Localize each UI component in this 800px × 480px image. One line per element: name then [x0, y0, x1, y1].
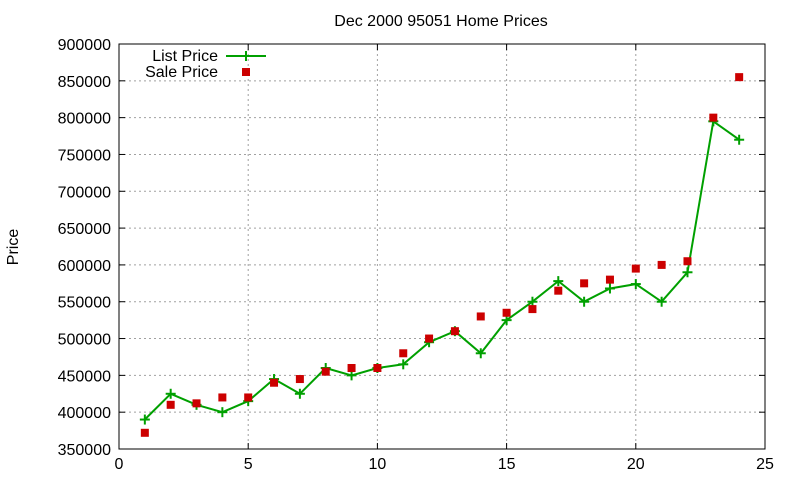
sale-price-point: [140, 428, 149, 437]
list-price-line: [144, 119, 740, 421]
x-tick-label: 15: [498, 456, 516, 473]
sale-price-point: [399, 349, 408, 358]
sale-price-point: [373, 364, 382, 372]
list-price-point: [579, 296, 590, 307]
list-price-point: [734, 134, 745, 145]
y-tick-label: 600000: [58, 258, 111, 275]
list-price-point: [604, 283, 615, 294]
y-axis-label: Price: [5, 229, 22, 266]
y-tick-label: 850000: [58, 74, 111, 91]
grid: [119, 44, 765, 449]
sale-price-point: [631, 264, 640, 273]
sale-price-point: [244, 393, 253, 402]
y-tick-label: 450000: [58, 368, 111, 385]
legend-marker-sale-price: [242, 68, 250, 76]
list-price-point: [656, 296, 667, 307]
axes: 0 5 10 15 20 25 350000 400000 450000 500000 550000…: [58, 37, 774, 473]
legend-marker-list-price: [241, 51, 251, 61]
list-price-point: [630, 279, 641, 290]
y-tick-label: 350000: [58, 442, 111, 459]
list-price-point: [475, 348, 486, 359]
sale-price-point: [657, 260, 666, 269]
sale-price-point: [295, 375, 304, 384]
series: [139, 73, 745, 437]
x-tick-label: 0: [115, 456, 124, 473]
y-tick-label: 800000: [58, 111, 111, 128]
list-price-point: [217, 407, 228, 418]
sale-price-point: [192, 399, 201, 408]
sale-price-point: [450, 327, 459, 336]
y-tick-label: 900000: [58, 37, 111, 54]
sale-price-point: [735, 73, 744, 82]
x-tick-label: 10: [369, 456, 387, 473]
sale-price-point: [218, 393, 227, 402]
list-price-point: [553, 276, 564, 287]
x-tick-label: 20: [627, 456, 645, 473]
sale-price-point: [554, 286, 563, 295]
list-price-point: [501, 315, 512, 326]
list-price-point: [294, 388, 305, 399]
y-tick-label: 400000: [58, 405, 111, 422]
sale-price-point: [425, 334, 434, 343]
sale-price-point: [321, 367, 330, 376]
y-tick-label: 700000: [58, 184, 111, 201]
plot-frame: [118, 43, 766, 450]
list-price-point: [527, 296, 538, 307]
y-tick-label: 550000: [58, 295, 111, 312]
y-tick-label: 750000: [58, 147, 111, 164]
list-price-point: [682, 267, 693, 278]
sale-price-series: [140, 73, 744, 437]
list-price-point: [139, 414, 150, 425]
sale-price-point: [270, 378, 279, 387]
sale-price-point: [528, 305, 537, 314]
list-price-point: [346, 370, 357, 381]
legend-label-list-price: List Price: [152, 48, 218, 65]
legend-label-sale-price: Sale Price: [145, 64, 218, 81]
sale-price-point: [580, 279, 589, 288]
x-tick-label: 5: [244, 456, 253, 473]
sale-price-point: [683, 257, 692, 266]
list-price-point: [398, 359, 409, 370]
y-tick-label: 650000: [58, 221, 111, 238]
sale-price-point: [476, 312, 485, 321]
list-price-point: [165, 388, 176, 399]
sale-price-point: [347, 364, 356, 372]
x-tick-label: 25: [756, 456, 774, 473]
chart-title: Dec 2000 95051 Home Prices: [334, 13, 547, 30]
sale-price-point: [605, 275, 614, 284]
y-tick-label: 500000: [58, 332, 111, 349]
sale-price-point: [709, 113, 718, 122]
list-price-series: [139, 116, 745, 425]
sale-price-point: [166, 400, 175, 409]
sale-price-point: [502, 308, 511, 317]
